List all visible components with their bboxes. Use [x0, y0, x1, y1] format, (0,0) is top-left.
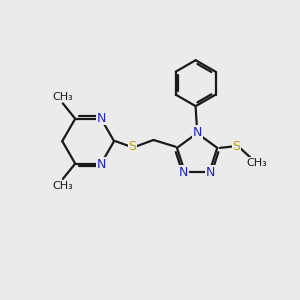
Text: CH₃: CH₃	[246, 158, 267, 168]
Text: N: N	[97, 158, 106, 171]
Text: S: S	[232, 140, 240, 153]
Text: N: N	[97, 112, 106, 124]
Text: S: S	[128, 140, 136, 153]
Text: N: N	[192, 126, 202, 139]
Text: N: N	[179, 166, 188, 179]
Text: CH₃: CH₃	[52, 92, 73, 102]
Text: N: N	[206, 166, 215, 179]
Text: CH₃: CH₃	[52, 181, 73, 191]
